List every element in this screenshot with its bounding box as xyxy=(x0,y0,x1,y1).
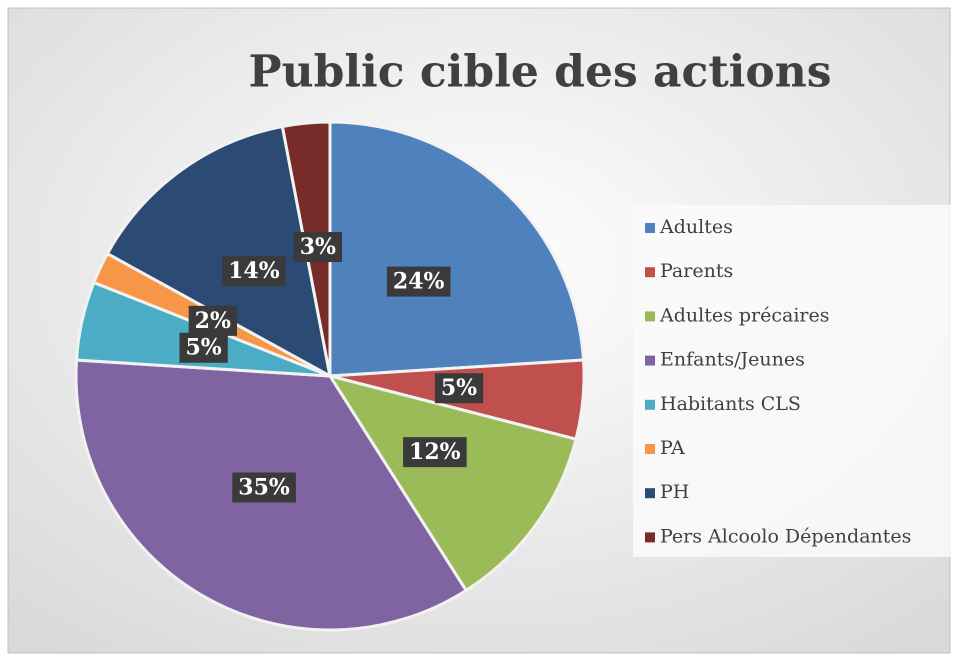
data-label: 24% xyxy=(386,266,451,297)
data-label: 14% xyxy=(222,256,286,287)
data-label-text: 24% xyxy=(393,269,445,295)
legend-label: Adultes précaires xyxy=(659,304,829,326)
data-label: 5% xyxy=(179,332,228,363)
legend-swatch xyxy=(645,444,655,454)
legend-label: PA xyxy=(660,437,685,459)
legend-label: Enfants/Jeunes xyxy=(660,349,805,371)
legend-swatch xyxy=(645,311,655,322)
pie-slice xyxy=(326,373,578,593)
pie-slice xyxy=(105,124,333,379)
legend-label: PH xyxy=(660,481,689,503)
data-label-text: 5% xyxy=(185,335,221,361)
data-label-box xyxy=(434,373,484,404)
data-label: 35% xyxy=(232,472,296,503)
chart-title: Public cible des actions xyxy=(249,47,832,98)
data-label-text: 14% xyxy=(228,258,280,284)
legend-label: Adultes xyxy=(659,216,733,238)
legend-swatch xyxy=(645,532,655,543)
legend-swatch xyxy=(645,267,655,278)
data-label-box xyxy=(222,256,286,287)
legend-label: Habitants CLS xyxy=(660,393,801,415)
legend-label: Pers Alcoolo Dépendantes xyxy=(660,525,911,547)
legend-swatch xyxy=(645,399,655,410)
pie-slice xyxy=(328,120,586,378)
data-label-text: 2% xyxy=(195,308,231,334)
legend-label: Parents xyxy=(660,260,733,282)
legend-swatch xyxy=(645,488,655,499)
data-label-box xyxy=(403,437,467,468)
legend-swatch xyxy=(645,355,655,366)
data-label-text: 35% xyxy=(238,475,290,501)
data-label-text: 5% xyxy=(441,375,477,401)
data-label-box xyxy=(386,266,451,297)
legend-box xyxy=(633,205,951,557)
data-label-box xyxy=(179,332,228,363)
data-label: 12% xyxy=(403,437,467,468)
data-label-box xyxy=(293,232,343,263)
data-label-text: 12% xyxy=(409,439,461,465)
data-label: 5% xyxy=(434,373,484,404)
data-label-box xyxy=(232,472,296,503)
data-label-text: 3% xyxy=(300,234,336,260)
data-label: 2% xyxy=(188,305,237,336)
data-label-box xyxy=(188,305,237,336)
legend-swatch xyxy=(645,223,655,233)
data-label: 3% xyxy=(293,232,343,263)
